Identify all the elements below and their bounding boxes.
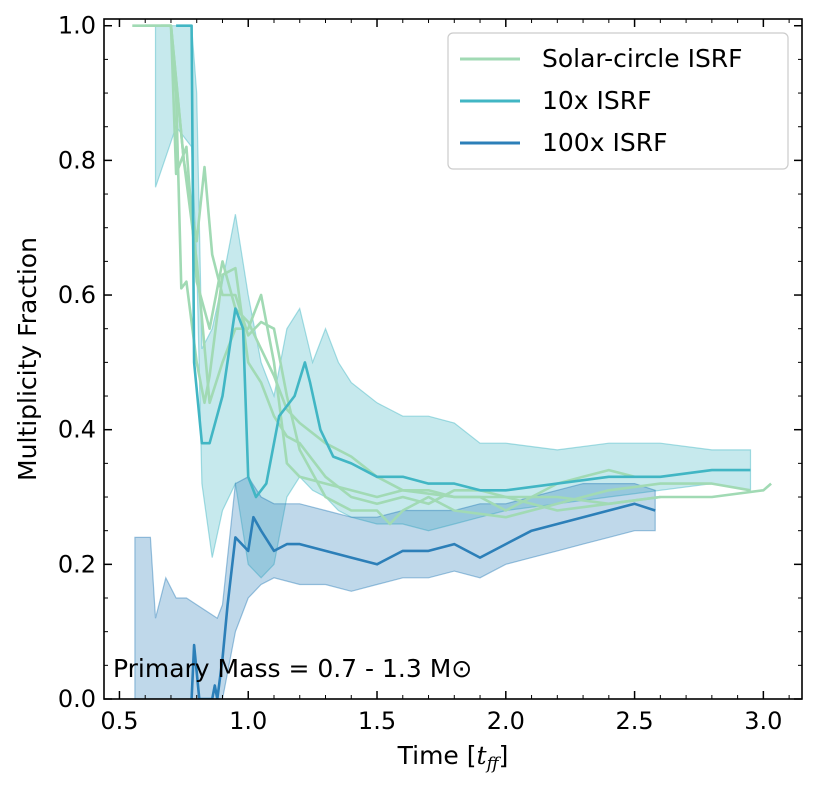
x-tick-label: 1.5 xyxy=(358,707,396,735)
line-solar-circle-isrf-3 xyxy=(160,24,751,526)
primary-mass-annotation: Primary Mass = 0.7 - 1.3 M⊙ xyxy=(113,654,472,683)
x-axis-title: Time [tff] xyxy=(397,741,509,774)
x-tick-label: 1.0 xyxy=(229,707,267,735)
y-axis-title: Multiplicity Fraction xyxy=(13,237,42,481)
y-tick-label: 1.0 xyxy=(58,12,96,40)
line-solar-circle-isrf-4 xyxy=(169,25,635,512)
y-tick-label: 0.6 xyxy=(58,281,96,309)
series-lines xyxy=(132,24,772,699)
legend-label-100x-isrf: 100x ISRF xyxy=(542,128,667,157)
x-tick-label: 2.0 xyxy=(487,707,525,735)
y-tick-label: 0.2 xyxy=(58,550,96,578)
legend-label-10x-isrf: 10x ISRF xyxy=(542,86,652,115)
legend-box xyxy=(447,32,789,170)
plot-frame xyxy=(103,18,803,700)
y-tick-label: 0.8 xyxy=(58,146,96,174)
x-tick-label: 2.5 xyxy=(615,707,653,735)
y-tick-label: 0.4 xyxy=(58,416,96,444)
legend: Solar-circle ISRF 10x ISRF 100x ISRF xyxy=(447,32,789,170)
x-tick-label: 0.5 xyxy=(100,707,138,735)
y-tick-label: 0.0 xyxy=(58,685,96,713)
x-tick-label: 3.0 xyxy=(744,707,782,735)
legend-label-solar-circle-isrf: Solar-circle ISRF xyxy=(542,44,743,73)
line-100x-isrf-1 xyxy=(190,502,656,699)
band-100x-isrf xyxy=(134,476,656,699)
line-10x-isrf-1 xyxy=(176,24,751,499)
